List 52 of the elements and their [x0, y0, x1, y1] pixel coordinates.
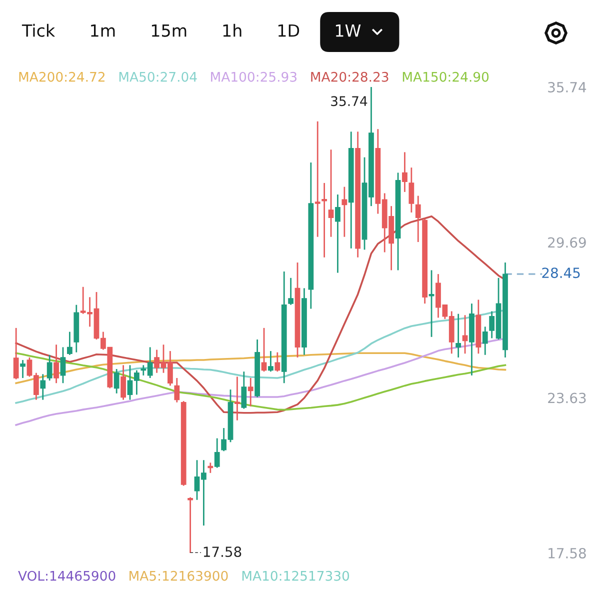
candlestick — [335, 194, 340, 274]
text: 15m — [152, 24, 186, 37]
candlestick — [60, 346, 66, 384]
candlestick — [174, 377, 180, 404]
annotation: 35.74 — [331, 96, 368, 106]
text: MA5:12163900 — [130, 570, 228, 581]
candlestick — [322, 182, 328, 258]
candlestick — [456, 313, 462, 358]
y-tick-label: 35.74 — [548, 82, 586, 92]
candlestick — [214, 438, 220, 468]
candlestick — [46, 354, 52, 382]
candlestick — [328, 148, 334, 238]
text: MA100:25.93 — [211, 72, 297, 82]
candlestick — [288, 277, 294, 306]
y-tick-label: 23.63 — [548, 392, 586, 404]
candlestick — [274, 352, 280, 372]
text: VOL:14465900 — [18, 570, 116, 581]
text: MA10:12517330 — [242, 570, 350, 581]
candlestick — [13, 327, 19, 380]
candlestick — [314, 120, 320, 238]
candlestick — [268, 350, 274, 372]
candlestick — [342, 186, 348, 238]
candlestick — [482, 326, 488, 356]
annotation: 17.58 — [204, 546, 242, 558]
candlestick — [66, 331, 72, 356]
text: Tick — [22, 24, 56, 37]
candlestick — [208, 462, 214, 474]
text: MA150:24.90 — [402, 72, 489, 82]
candlestick — [20, 359, 26, 379]
text: 1m — [91, 24, 115, 37]
text: 1W — [336, 24, 361, 37]
candlestick — [415, 195, 421, 243]
line-series — [15, 352, 506, 411]
candlestick — [40, 373, 46, 400]
candlestick — [408, 166, 414, 214]
text: MA200:24.72 — [19, 72, 104, 82]
candlestick — [120, 364, 126, 400]
candlestick — [188, 496, 193, 553]
text: 1D — [278, 24, 300, 37]
candlestick — [261, 327, 267, 372]
candlestick — [234, 376, 240, 422]
y-tick-label: 17.58 — [548, 548, 586, 558]
candlestick — [241, 370, 247, 410]
text: 1h — [223, 24, 242, 37]
text: MA50:27.04 — [119, 72, 197, 82]
candlestick — [114, 368, 120, 394]
text: MA20:28.23 — [311, 72, 388, 82]
candlestick — [402, 151, 408, 193]
y-tick-label: 29.69 — [548, 237, 586, 248]
ref-line-label: 28.45 — [542, 268, 580, 278]
candlestick — [54, 344, 59, 384]
candlestick — [248, 377, 254, 407]
